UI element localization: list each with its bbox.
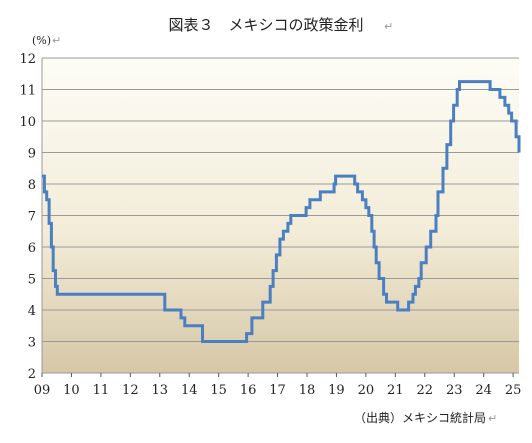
y-tick-label: 6 — [28, 241, 36, 256]
y-tick-label: 3 — [28, 336, 36, 351]
x-tick-labels: 09 10 11 12 13 14 15 16 17 18 19 20 21 22 23 24 25 — [34, 373, 522, 398]
grid-lines — [41, 57, 519, 374]
y-tick-label: 8 — [28, 178, 36, 193]
y-tick-label: 9 — [28, 147, 36, 162]
unit-return-mark: ↵ — [52, 34, 61, 47]
x-tick-label: 17 — [269, 383, 286, 398]
x-tick-label: 14 — [181, 383, 198, 398]
title-return-mark: ↵ — [384, 20, 393, 33]
y-tick-label: 5 — [28, 273, 36, 288]
x-tick-label: 19 — [328, 383, 345, 398]
x-tick-label: 11 — [93, 383, 110, 398]
x-tick-label: 12 — [122, 383, 139, 398]
x-tick-label: 09 — [34, 383, 51, 398]
y-tick-label: 12 — [19, 52, 36, 67]
x-tick-label: 21 — [387, 383, 404, 398]
y-tick-label: 10 — [19, 115, 36, 130]
x-tick-label: 10 — [63, 383, 80, 398]
y-tick-label: 7 — [28, 210, 36, 225]
y-axis-unit: (%) — [32, 34, 51, 47]
x-tick-label: 20 — [358, 383, 375, 398]
x-tick-label: 22 — [417, 383, 434, 398]
y-tick-label: 4 — [28, 304, 36, 319]
source-return-mark: ↵ — [488, 412, 497, 425]
y-tick-label: 2 — [28, 367, 36, 382]
x-tick-label: 16 — [240, 383, 257, 398]
x-tick-label: 23 — [446, 383, 463, 398]
y-tick-labels: 2 3 4 5 6 7 8 9 10 11 12 — [19, 52, 36, 382]
x-tick-label: 25 — [505, 383, 522, 398]
chart-title: 図表３ メキシコの政策金利 — [168, 16, 363, 34]
y-tick-label: 11 — [19, 84, 36, 99]
x-tick-label: 24 — [475, 383, 492, 398]
x-tick-label: 13 — [152, 383, 169, 398]
x-tick-label: 18 — [299, 383, 316, 398]
source-note: （出典）メキシコ統計局 — [354, 410, 486, 425]
x-tick-label: 15 — [210, 383, 227, 398]
policy-rate-line — [42, 80, 521, 343]
